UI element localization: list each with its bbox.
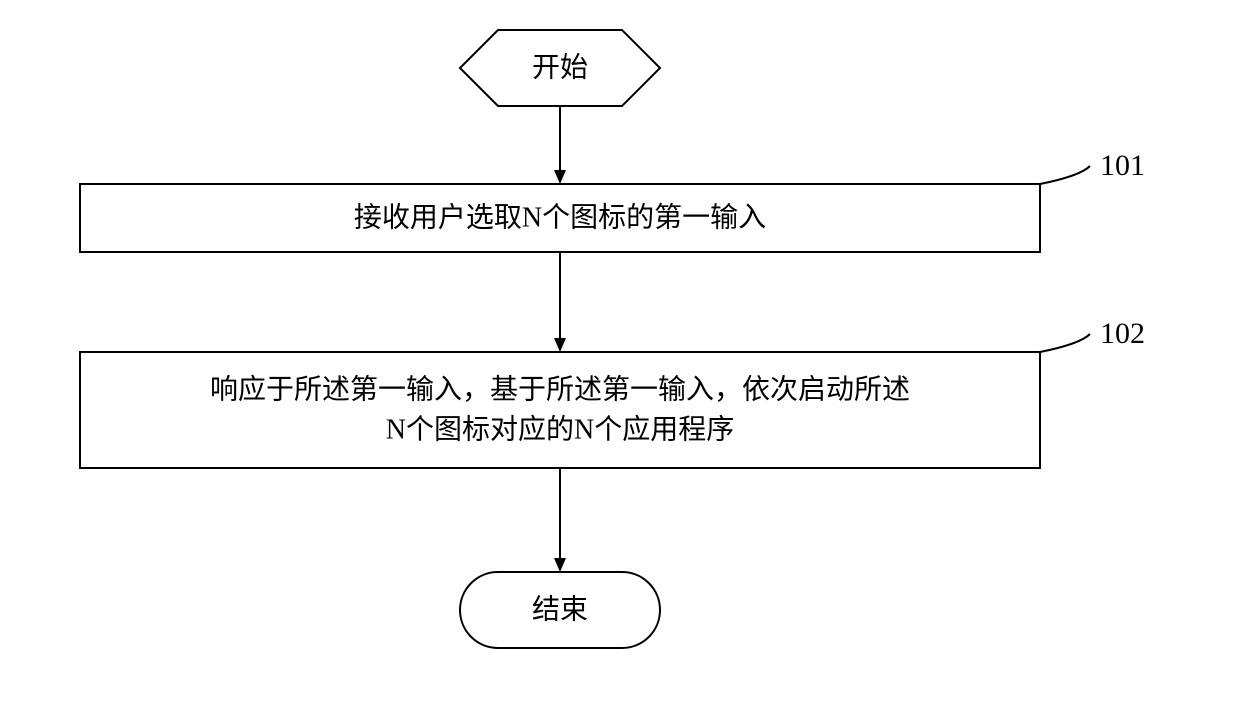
end-node: 结束 [460,572,660,648]
start-node: 开始 [460,30,660,106]
arrowhead-icon [554,558,566,572]
step2-text-line2: N个图标对应的N个应用程序 [386,413,734,445]
step2-callout [1040,334,1090,352]
arrowhead-icon [554,338,566,352]
step1-callout [1040,166,1090,184]
step2-node: 响应于所述第一输入，基于所述第一输入，依次启动所述 N个图标对应的N个应用程序 … [80,317,1145,468]
start-label: 开始 [532,51,588,83]
step2-callout-label: 102 [1100,317,1145,350]
step1-callout-label: 101 [1100,149,1145,182]
edge-step2-end [554,468,566,572]
end-label: 结束 [532,593,588,625]
edge-start-step1 [554,106,566,184]
step2-rect [80,352,1040,468]
edge-step1-step2 [554,252,566,352]
flowchart-canvas: 开始 接收用户选取N个图标的第一输入 101 响应于所述第一输入，基于所述第一输… [0,0,1240,708]
arrowhead-icon [554,170,566,184]
step2-text-line1: 响应于所述第一输入，基于所述第一输入，依次启动所述 [210,373,910,405]
step1-node: 接收用户选取N个图标的第一输入 101 [80,149,1145,252]
step1-text: 接收用户选取N个图标的第一输入 [354,201,766,233]
